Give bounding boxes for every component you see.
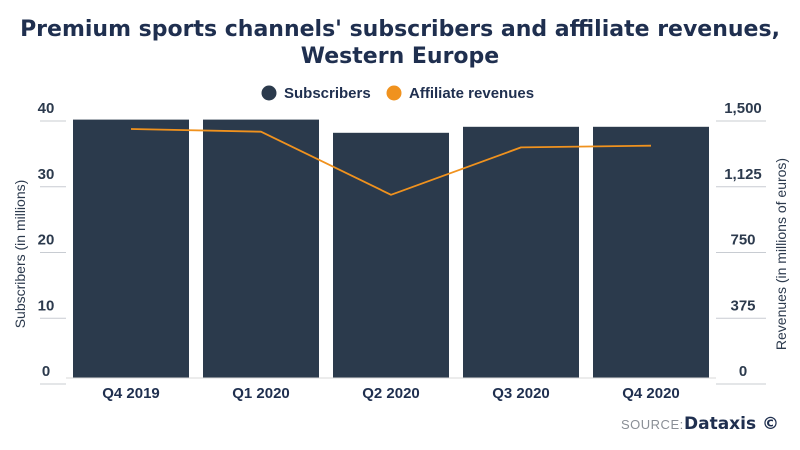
legend-label-subscribers: Subscribers <box>284 85 371 102</box>
x-tick-label-0: Q4 2019 <box>102 385 160 402</box>
y-left-tick-label-2: 20 <box>38 232 55 249</box>
x-axis-ticks: Q4 2019 Q1 2020 Q2 2020 Q3 2020 Q4 2020 <box>102 385 680 402</box>
y-axis-left-label: Subscribers (in millions) <box>12 180 28 329</box>
x-tick-label-4: Q4 2020 <box>622 385 680 402</box>
y-axis-right-label: Revenues (in millions of euros) <box>773 158 789 350</box>
x-tick-label-3: Q3 2020 <box>492 385 550 402</box>
legend-label-affiliate-revenues: Affiliate revenues <box>409 85 534 102</box>
bar-subscribers-1 <box>203 119 319 378</box>
y-right-tick-label-2: 750 <box>730 232 755 249</box>
legend-marker-subscribers <box>261 85 277 101</box>
affiliate-revenues-line <box>130 128 652 196</box>
x-tick-label-1: Q1 2020 <box>232 385 290 402</box>
y-axis-left-ticks: 0 10 20 30 40 <box>38 100 66 385</box>
y-right-tick-label-0: 0 <box>739 363 747 380</box>
bar-subscribers-0 <box>73 119 189 378</box>
y-left-tick-label-0: 0 <box>42 363 50 380</box>
y-axis-right-ticks: 0 375 750 1,125 1,500 <box>716 100 766 385</box>
chart-title-line2: Western Europe <box>301 44 499 69</box>
legend: Subscribers Affiliate revenues <box>261 85 534 102</box>
source-prefix: SOURCE: <box>621 417 684 432</box>
chart-title-line1: Premium sports channels' subscribers and… <box>20 17 780 42</box>
x-tick-label-2: Q2 2020 <box>362 385 420 402</box>
y-right-tick-label-1: 375 <box>730 297 755 314</box>
y-right-tick-label-3: 1,125 <box>724 166 762 183</box>
y-left-tick-label-1: 10 <box>38 297 55 314</box>
y-right-tick-label-4: 1,500 <box>724 100 762 117</box>
subscribers-bars <box>73 119 709 378</box>
source-brand: Dataxis © <box>684 414 779 434</box>
bar-subscribers-3 <box>463 126 579 378</box>
legend-marker-affiliate-revenues <box>386 85 402 101</box>
y-left-tick-label-4: 40 <box>38 100 55 117</box>
bar-subscribers-4 <box>593 126 709 378</box>
y-left-tick-label-3: 30 <box>38 166 55 183</box>
bar-subscribers-2 <box>333 132 449 378</box>
